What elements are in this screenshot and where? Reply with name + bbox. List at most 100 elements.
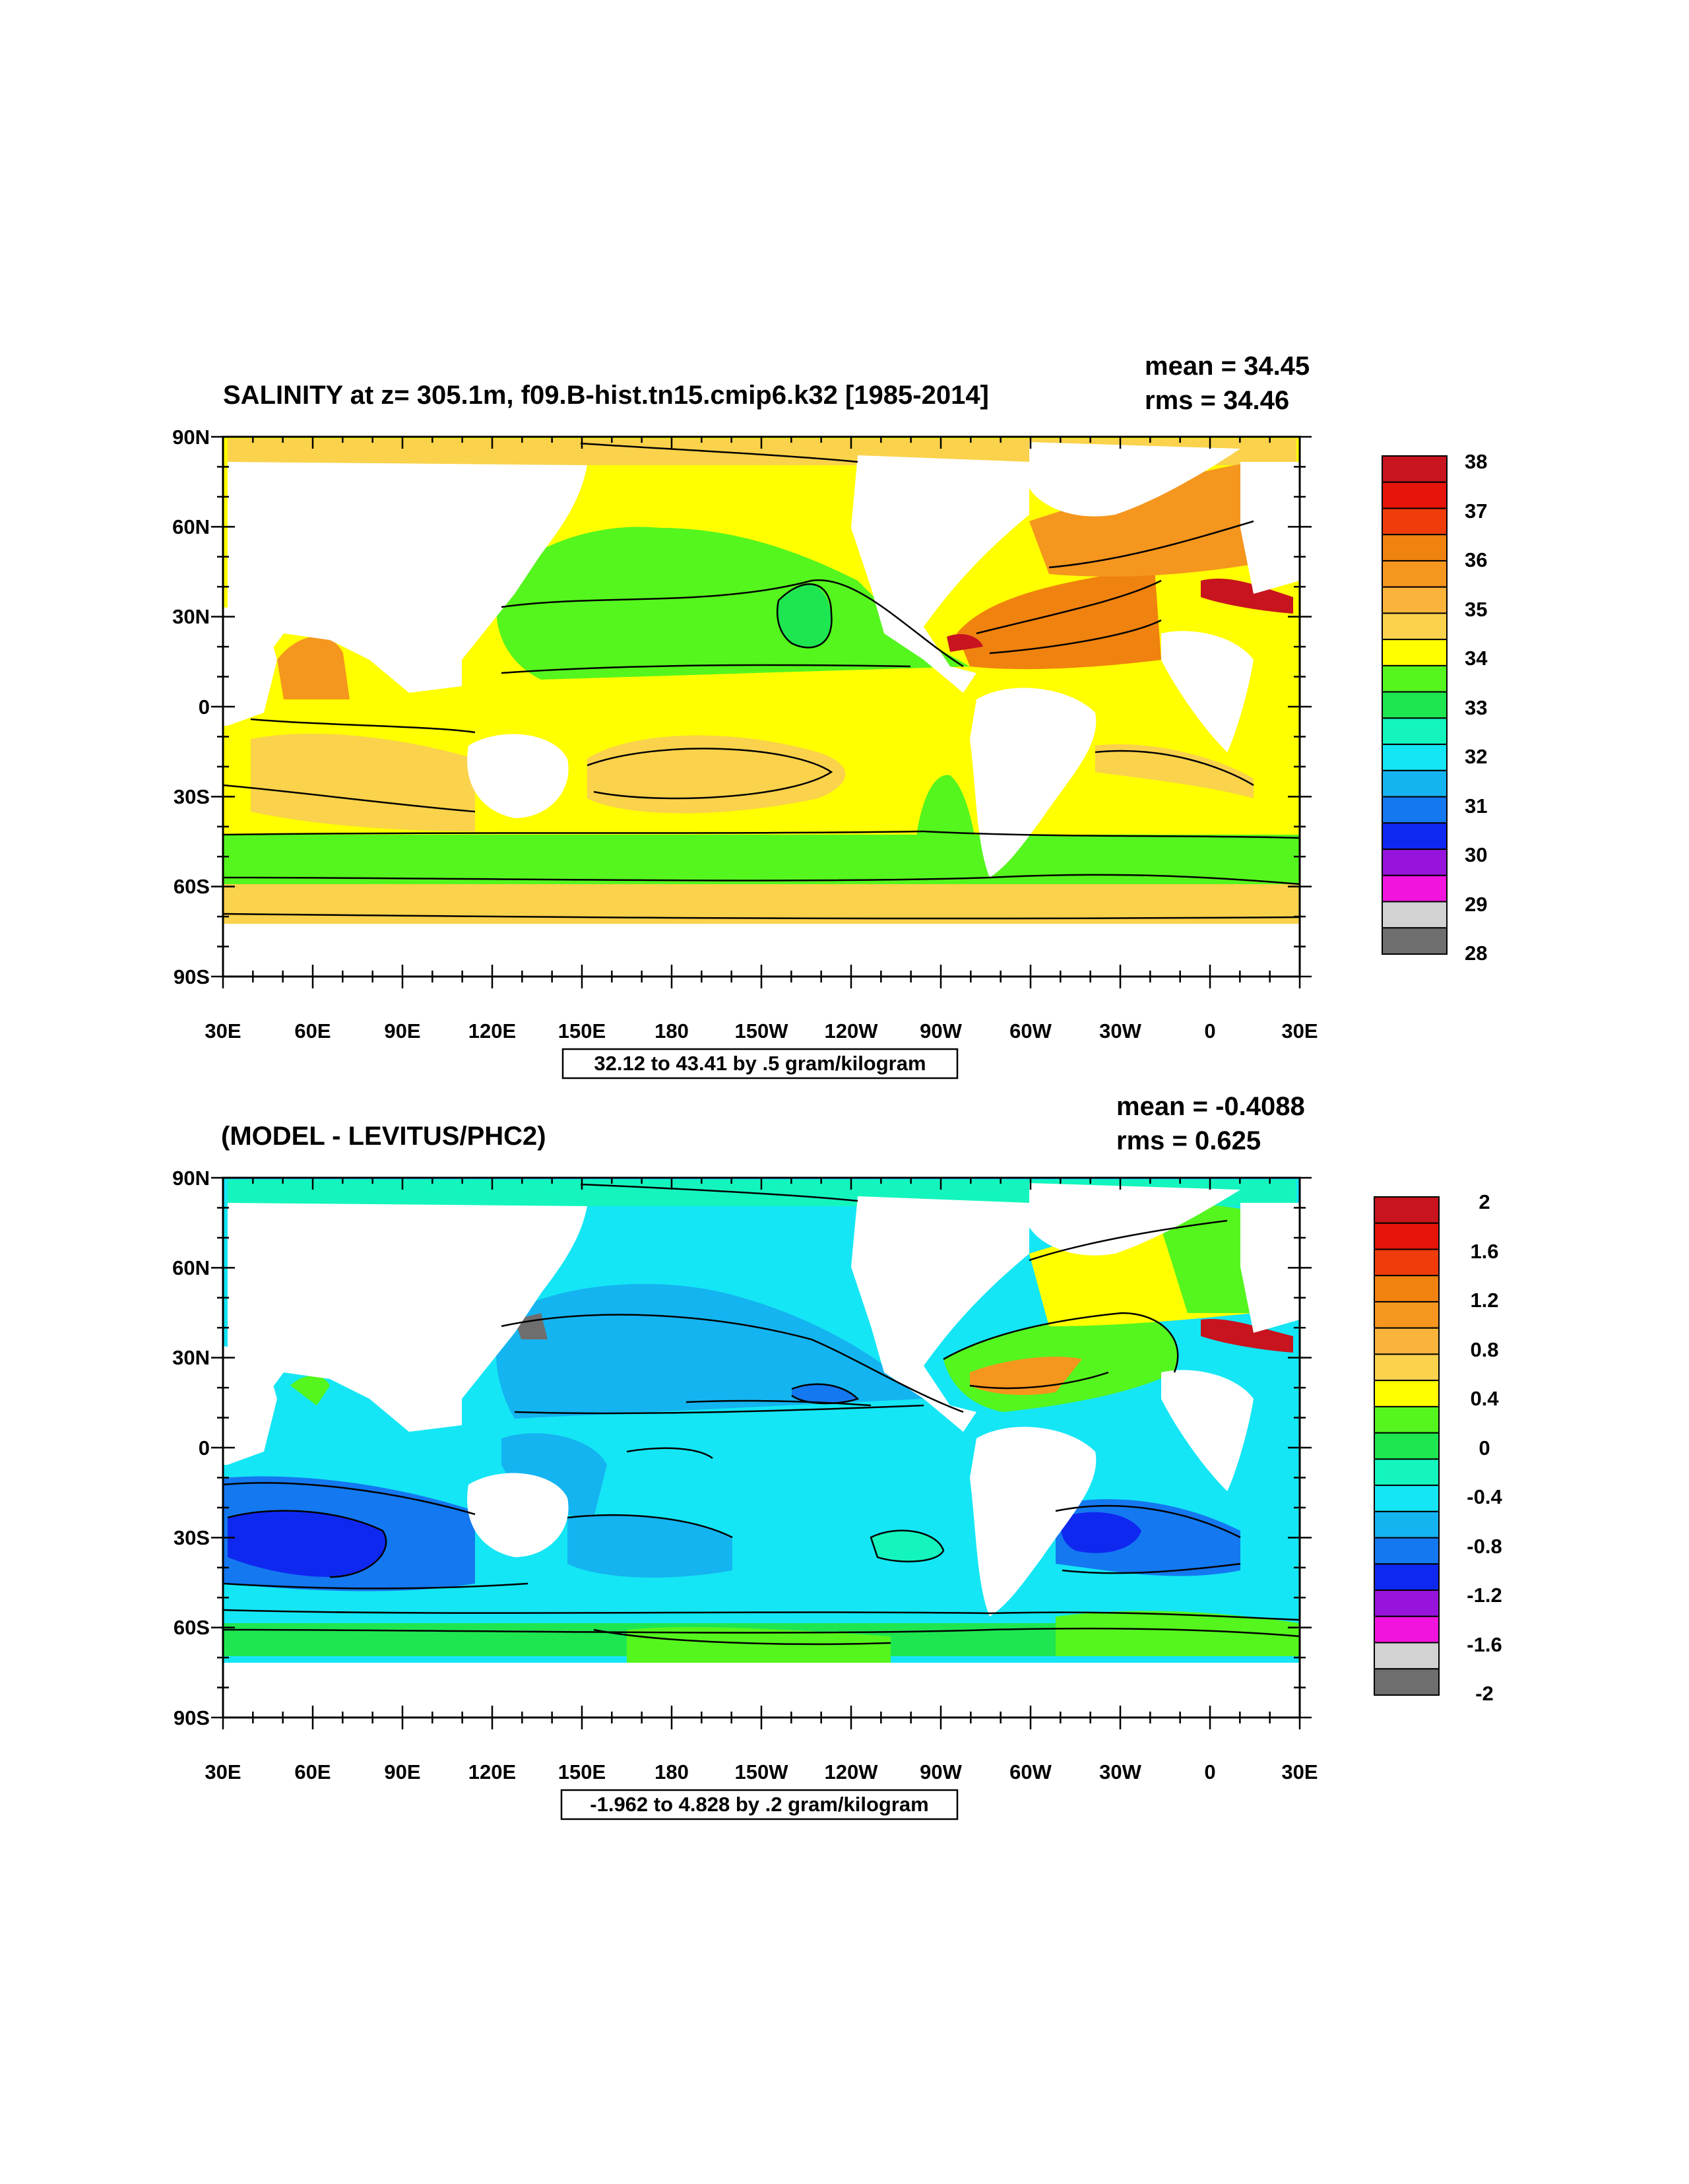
colorbar-swatch <box>1382 560 1448 588</box>
africa-land-west <box>223 607 277 726</box>
colorbar-swatch <box>1382 639 1448 666</box>
contour-line <box>223 1609 1300 1621</box>
australia-land <box>467 734 569 818</box>
panel-1-ticks <box>211 435 1312 988</box>
colorbar-swatch <box>1382 901 1448 929</box>
colorbar-label: 31 <box>1465 794 1487 818</box>
contour-line <box>223 784 476 813</box>
lon-label: 180 <box>654 1760 689 1783</box>
panel-2-lon-labels: 30E 60E 90E 120E 150E 180 150W 120W 90W … <box>205 1760 1318 1783</box>
tasman-region <box>501 1433 607 1518</box>
panel-2-contour-info-box <box>560 1789 959 1820</box>
lon-label: 120W <box>825 1760 879 1783</box>
lat-label: 30N <box>172 605 210 628</box>
contour-lines <box>223 1183 1300 1646</box>
contour-line <box>976 579 1162 635</box>
colorbar-label: 37 <box>1465 499 1487 523</box>
colorbar-swatch <box>1382 769 1448 798</box>
panel-1-colorbar-labels: 38 37 36 35 34 33 32 31 30 29 28 <box>1465 450 1488 965</box>
colorbar-swatch <box>1382 455 1448 483</box>
colorbar-swatch <box>1382 691 1448 719</box>
contour-lines <box>223 442 1300 920</box>
north-atlantic-subpolar <box>1029 462 1273 577</box>
eurasia-land <box>228 462 587 699</box>
lat-label: 60S <box>174 875 210 898</box>
colorbar-label: 2 <box>1479 1190 1490 1213</box>
lat-label: 60N <box>172 515 210 538</box>
colorbar-swatch <box>1374 1615 1440 1644</box>
panel-2-lat-labels: 90N 60N 30N 0 30S 60S 90S <box>172 1167 210 1729</box>
africa-land-east <box>1161 1370 1254 1491</box>
contour-line <box>791 1383 860 1405</box>
lat-label: 90N <box>172 1167 210 1190</box>
panel-1-lat-labels: 90N 60N 30N 0 30S 60S 90S <box>172 426 210 988</box>
colorbar-swatch <box>1382 664 1448 693</box>
colorbar-label: -0.4 <box>1467 1485 1502 1508</box>
contour-line <box>580 442 858 463</box>
north-atlantic-salty <box>957 567 1161 670</box>
greenland-land <box>1029 1183 1240 1256</box>
indian-ocean-core <box>228 1510 387 1577</box>
colorbar-swatch <box>1374 1432 1440 1460</box>
panel-1-title: SALINITY at z= 305.1m, f09.B-hist.tn15.c… <box>223 381 989 410</box>
lon-label: 150W <box>735 1019 789 1043</box>
colorbar-label: 32 <box>1465 745 1487 768</box>
land-masses <box>223 442 1300 977</box>
colorbar-label: 34 <box>1465 647 1488 670</box>
colorbar-swatch <box>1382 612 1448 641</box>
antarctica-land <box>223 924 1300 977</box>
arabian-sea-green <box>290 1376 330 1405</box>
colorbar-label: 38 <box>1465 450 1487 473</box>
north-america-land <box>851 455 1029 693</box>
contour-line <box>776 583 833 649</box>
lon-label: 150E <box>558 1760 606 1783</box>
contour-line <box>250 718 476 734</box>
colorbar-swatch <box>1382 744 1448 771</box>
colorbar-swatch <box>1374 1642 1440 1670</box>
australia-land <box>467 1473 569 1557</box>
southern-ocean-green-east <box>1056 1611 1300 1656</box>
mediterranean-outflow <box>1201 578 1293 614</box>
contour-line <box>223 1627 1300 1638</box>
lat-label: 90N <box>172 426 210 449</box>
lon-label: 30W <box>1099 1760 1141 1783</box>
contour-line <box>223 1582 528 1590</box>
panel-2-rms: rms = 0.625 <box>1116 1126 1261 1155</box>
panel-1-colorbar <box>1382 455 1448 955</box>
lon-label: 60E <box>294 1019 331 1043</box>
colorbar-label: -0.8 <box>1467 1535 1502 1558</box>
lon-label: 90E <box>384 1760 420 1783</box>
lon-label: 180 <box>654 1019 689 1043</box>
colorbar-swatch <box>1382 534 1448 562</box>
contour-line <box>580 1183 858 1202</box>
africa-land-east <box>1161 631 1254 752</box>
south-america-land <box>970 1427 1097 1617</box>
contour-line <box>227 1510 387 1578</box>
south-pacific-fresh <box>567 1515 732 1578</box>
panel-difference: (MODEL - LEVITUS/PHC2) mean = -0.4088 rm… <box>172 1092 1502 1820</box>
east-pacific-patch <box>871 1530 943 1562</box>
panel-2-contour-info: -1.962 to 4.828 by .2 gram/kilogram <box>590 1793 928 1816</box>
colorbar-swatch <box>1382 849 1448 876</box>
contour-line <box>514 1404 924 1415</box>
colorbar-swatch <box>1382 586 1448 614</box>
colorbar-label: 28 <box>1465 942 1487 965</box>
lon-label: 30W <box>1099 1019 1141 1043</box>
contour-line <box>1029 1219 1228 1262</box>
contour-line <box>501 579 964 668</box>
europe-land <box>1240 1203 1300 1333</box>
colorbar-swatch <box>1374 1301 1440 1329</box>
lon-label: 30E <box>1281 1019 1318 1043</box>
contour-line <box>223 913 1300 920</box>
contour-line <box>223 830 1300 839</box>
colorbar-swatch <box>1374 1537 1440 1565</box>
lon-label: 90E <box>384 1019 420 1043</box>
colorbar-swatch <box>1374 1510 1440 1539</box>
contour-line <box>626 1447 713 1460</box>
colorbar-swatch <box>1374 1196 1440 1224</box>
lon-label: 60W <box>1009 1019 1052 1043</box>
panel-salinity: SALINITY at z= 305.1m, f09.B-hist.tn15.c… <box>172 352 1488 1079</box>
lat-label: 90S <box>174 1706 210 1729</box>
colorbar-label: 29 <box>1465 893 1487 916</box>
